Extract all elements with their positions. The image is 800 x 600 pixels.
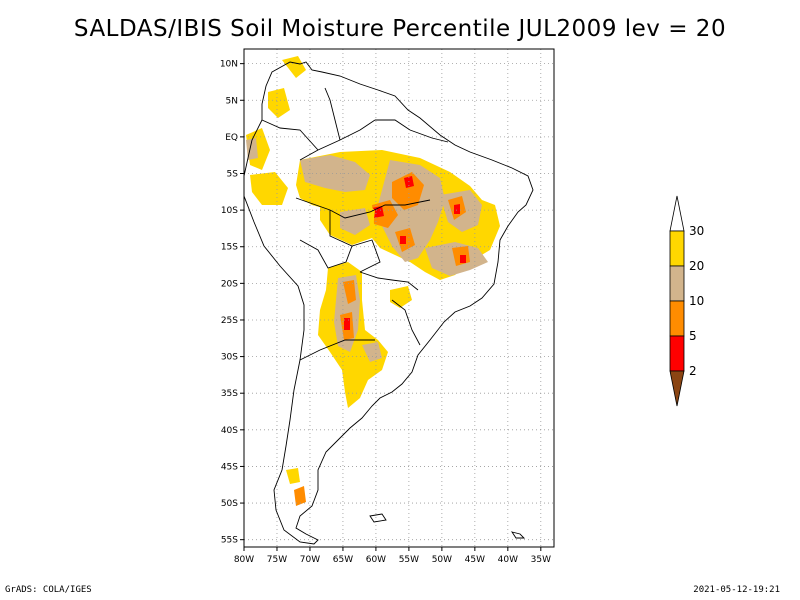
lon-tick-label: 35W — [531, 555, 551, 565]
lon-tick-label: 55W — [399, 555, 419, 565]
lon-tick-label: 40W — [498, 555, 518, 565]
lat-tick-label: 25S — [221, 316, 238, 326]
lat-tick-label: 45S — [221, 462, 238, 472]
percentile-fill-layer — [246, 56, 500, 506]
country-border — [409, 129, 449, 143]
country-border — [299, 339, 375, 361]
colorbar-labels: 2 5 10 20 30 — [689, 224, 704, 378]
continent-coastline — [243, 61, 534, 545]
colorbar-segments — [669, 195, 685, 407]
country-border — [510, 531, 526, 539]
lat-tick-label: 15S — [221, 243, 238, 253]
percentile-patch-2-5 — [400, 236, 406, 244]
percentile-patch-20-30 — [246, 128, 270, 170]
colorbar-segment-above30 — [669, 195, 685, 232]
colorbar-segment-20-30 — [669, 230, 685, 267]
country-border — [299, 239, 353, 269]
lat-tick-label: 55S — [221, 536, 238, 546]
lat-tick-label: 35S — [221, 389, 238, 399]
country-border — [375, 119, 411, 131]
lon-tick-label: 65W — [333, 555, 353, 565]
percentile-patch-2-5 — [404, 176, 414, 188]
percentile-patch-20-30 — [250, 172, 288, 205]
percentile-patch-2-5 — [372, 206, 384, 218]
colorbar-segment-2-5 — [669, 335, 685, 372]
lon-tick-label: 60W — [366, 555, 386, 565]
country-border — [359, 271, 419, 291]
colorbar-segment-5-10 — [669, 300, 685, 337]
latitude-tick-labels: 10N 5N EQ 5S 10S 15S 20S 25S 30S 35S 40S 45S 50S 55S — [220, 60, 244, 546]
percentile-patch-2-5 — [460, 255, 466, 263]
footer-timestamp: 2021-05-12-19:21 — [693, 585, 780, 595]
lon-tick-label: 50W — [432, 555, 452, 565]
lon-tick-label: 70W — [300, 555, 320, 565]
lat-tick-label: 10N — [220, 60, 238, 70]
colorbar-segment-below2 — [669, 370, 685, 407]
percentile-patch-10-20 — [362, 342, 382, 362]
colorbar-segment-10-20 — [669, 265, 685, 302]
percentile-patch-10-20 — [340, 208, 370, 235]
colorbar-label: 30 — [689, 224, 704, 238]
map-title: SALDAS/IBIS Soil Moisture Percentile JUL… — [73, 16, 727, 42]
country-border — [324, 87, 341, 141]
percentile-patch-20-30 — [268, 88, 290, 118]
lat-tick-label: 30S — [221, 353, 238, 363]
colorbar-label: 20 — [689, 259, 704, 273]
lon-tick-label: 75W — [267, 555, 287, 565]
footer-credit: GrADS: COLA/IGES — [5, 585, 92, 595]
percentile-patch-2-5 — [344, 318, 350, 330]
country-border — [329, 210, 381, 273]
colorbar-label: 10 — [689, 294, 704, 308]
lat-tick-label: 40S — [221, 426, 238, 436]
lat-tick-label: 20S — [221, 279, 238, 289]
coastline-layer — [243, 61, 534, 545]
percentile-patch-20-30 — [282, 56, 306, 78]
percentile-patch-10-20 — [300, 155, 370, 192]
percentile-patch-20-30 — [286, 468, 300, 484]
percentile-patch-5-10 — [392, 172, 424, 210]
longitude-tick-labels: 80W 75W 70W 65W 60W 55W 50W 45W 40W 35W — [234, 547, 551, 565]
lat-tick-label: 10S — [221, 206, 238, 216]
lat-tick-label: 5S — [227, 170, 239, 180]
lat-tick-label: 50S — [221, 499, 238, 509]
lon-tick-label: 45W — [465, 555, 485, 565]
lon-tick-label: 80W — [234, 555, 254, 565]
country-border — [261, 119, 319, 151]
colorbar-label: 5 — [689, 329, 697, 343]
percentile-patch-2-5 — [454, 204, 460, 214]
percentile-patch-5-10 — [343, 280, 356, 304]
country-border — [391, 299, 421, 346]
lat-tick-label: EQ — [225, 133, 238, 143]
country-border — [369, 513, 387, 523]
colorbar-label: 2 — [689, 364, 697, 378]
percentile-patch-5-10 — [294, 486, 306, 506]
map-frame — [243, 48, 555, 548]
lat-tick-label: 5N — [226, 96, 238, 106]
